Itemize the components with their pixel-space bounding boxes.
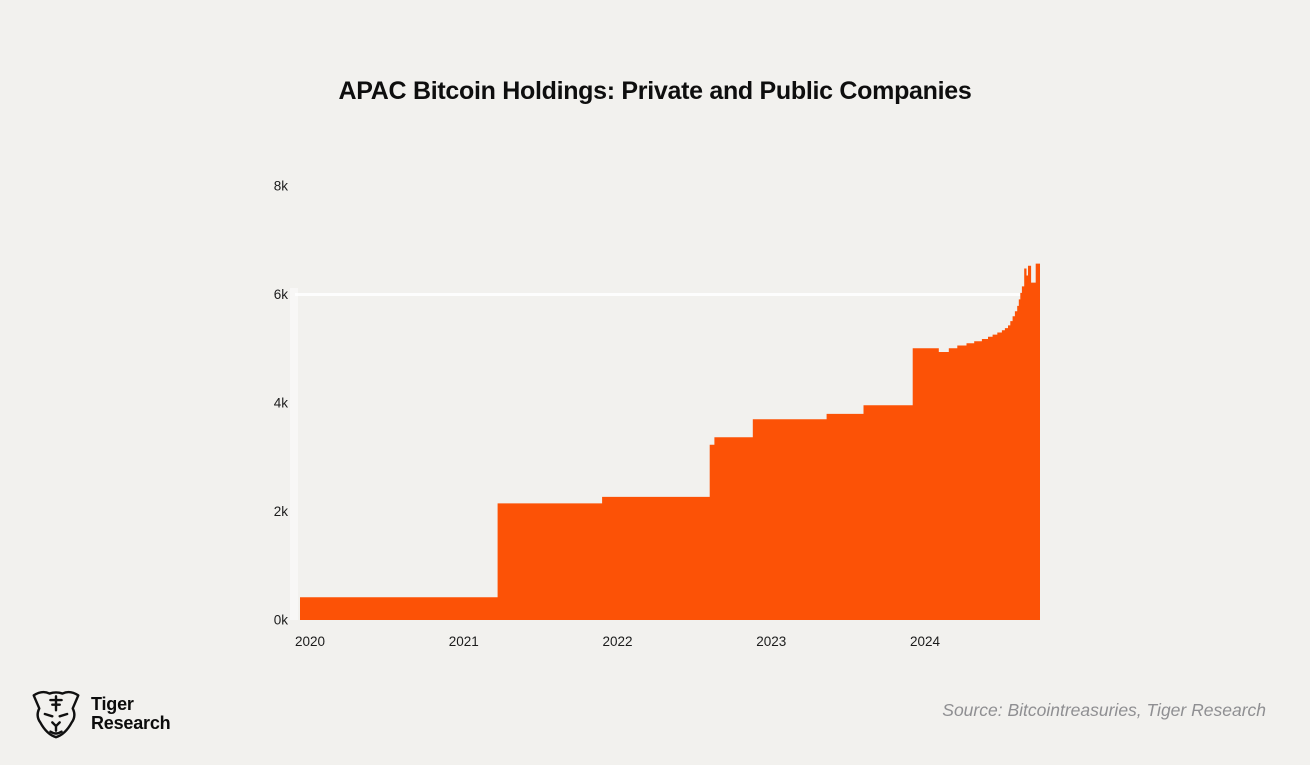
y-tick-label-0k: 0k (274, 613, 289, 628)
chart-title: APAC Bitcoin Holdings: Private and Publi… (338, 77, 972, 105)
source-caption: Source: Bitcointreasuries, Tiger Researc… (942, 700, 1266, 720)
logo-wordmark: Tiger Research (91, 693, 171, 734)
x-tick-label-2020: 2020 (295, 634, 325, 649)
y-tick-label-4k: 4k (274, 396, 289, 411)
x-tick-label-2022: 2022 (602, 634, 632, 649)
y-tick-label-8k: 8k (274, 179, 289, 194)
btc-holdings-area (300, 263, 1040, 620)
y-tick-label-6k: 6k (274, 287, 289, 302)
y-axis-strip (290, 288, 298, 620)
x-tick-label-2021: 2021 (449, 634, 479, 649)
x-tick-label-2023: 2023 (756, 634, 786, 649)
logo-line-1: Tiger (91, 693, 134, 714)
logo-line-2: Research (91, 713, 171, 733)
x-tick-label-2024: 2024 (910, 634, 941, 649)
tiger-research-logo: Tiger Research (30, 688, 171, 740)
y-tick-label-2k: 2k (274, 504, 289, 519)
tiger-face-icon (32, 690, 80, 739)
